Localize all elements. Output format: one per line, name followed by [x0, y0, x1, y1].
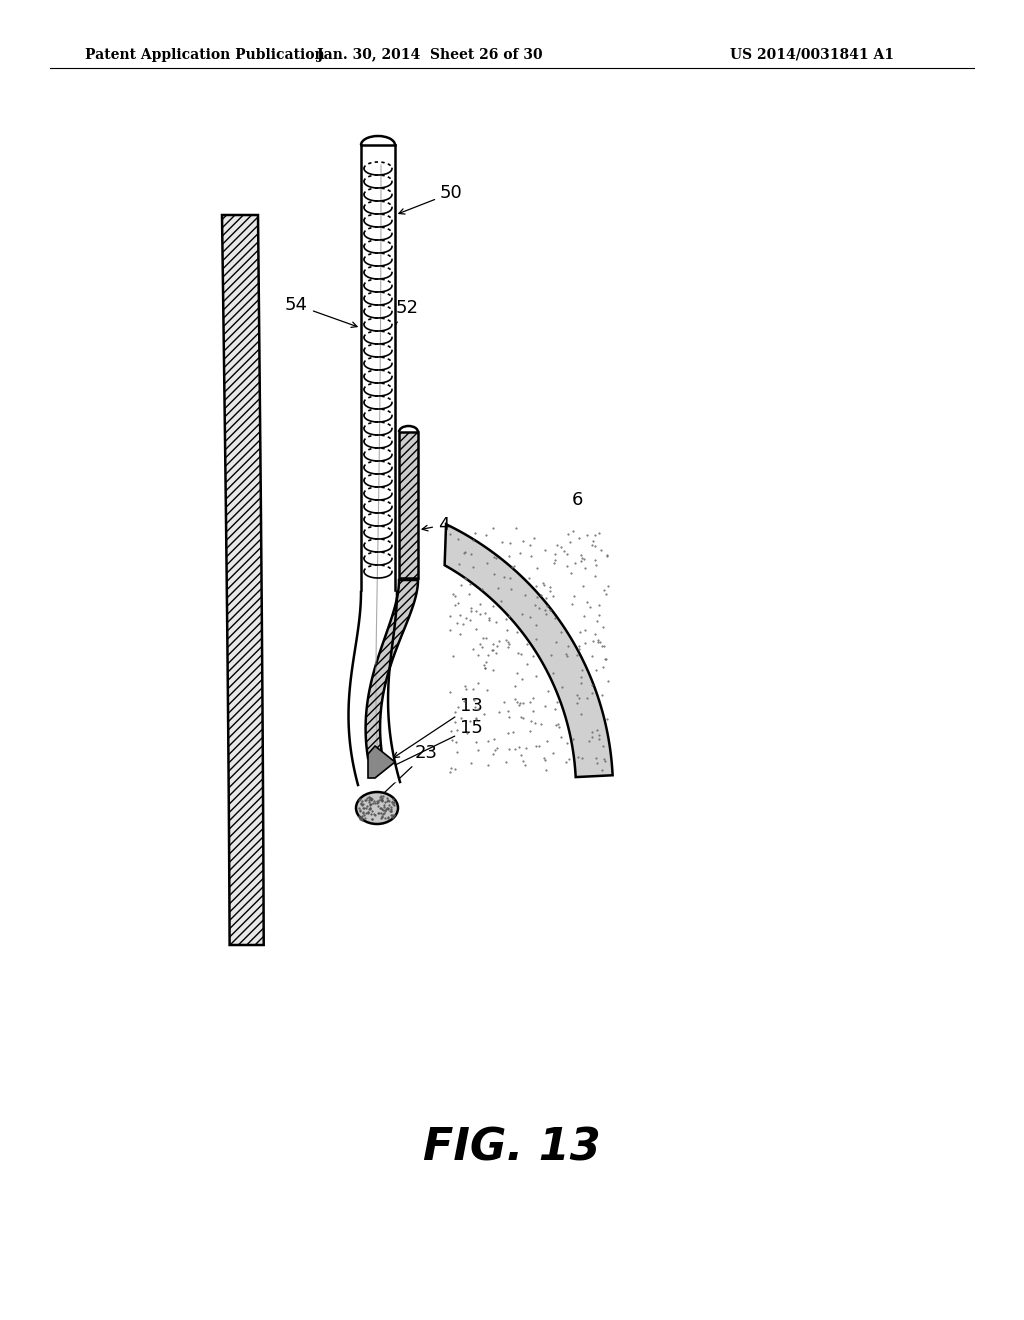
Bar [361, 145, 395, 590]
Text: 23: 23 [371, 744, 438, 805]
Text: 13: 13 [393, 697, 483, 758]
Polygon shape [348, 591, 400, 785]
Text: 50: 50 [399, 183, 463, 214]
Text: 4: 4 [422, 516, 450, 535]
Polygon shape [368, 746, 395, 777]
Text: US 2014/0031841 A1: US 2014/0031841 A1 [730, 48, 894, 62]
Text: 6: 6 [572, 491, 584, 510]
Text: 54: 54 [285, 296, 357, 327]
Text: 52: 52 [394, 300, 419, 326]
Text: Jan. 30, 2014  Sheet 26 of 30: Jan. 30, 2014 Sheet 26 of 30 [317, 48, 543, 62]
Polygon shape [399, 432, 418, 578]
Ellipse shape [356, 792, 398, 824]
Text: 15: 15 [389, 719, 483, 768]
Text: FIG. 13: FIG. 13 [423, 1126, 601, 1170]
Text: Patent Application Publication: Patent Application Publication [85, 48, 325, 62]
Polygon shape [444, 524, 612, 777]
Polygon shape [222, 215, 264, 945]
Polygon shape [366, 579, 418, 758]
